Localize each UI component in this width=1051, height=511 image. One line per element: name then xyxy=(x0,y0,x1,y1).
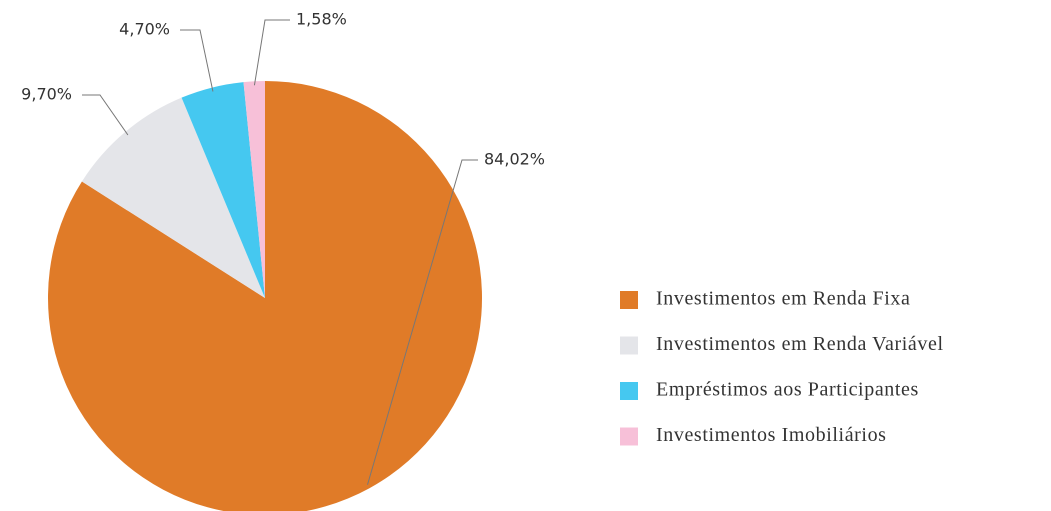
leader-line xyxy=(82,94,129,136)
value-label: 4,70% xyxy=(119,20,170,39)
legend-swatch xyxy=(620,382,638,400)
pie-slice xyxy=(181,82,265,298)
leader-line xyxy=(180,29,214,92)
value-label: 1,58% xyxy=(296,10,347,29)
pie-slice xyxy=(81,97,266,299)
pie-slice xyxy=(48,81,482,511)
legend-label: Investimentos Imobiliários xyxy=(656,424,887,446)
legend-swatch xyxy=(620,336,638,355)
legend-swatch xyxy=(620,291,638,309)
value-label: 84,02% xyxy=(484,150,545,169)
legend-label: Empréstimos aos Participantes xyxy=(656,379,919,401)
legend-swatch xyxy=(620,427,638,446)
pie-slice xyxy=(243,81,265,298)
leader-line xyxy=(367,159,478,485)
value-label: 9,70% xyxy=(21,85,72,104)
legend-label: Investimentos em Renda Fixa xyxy=(656,288,911,310)
legend-label: Investimentos em Renda Variável xyxy=(656,333,944,355)
leader-line xyxy=(253,19,290,86)
